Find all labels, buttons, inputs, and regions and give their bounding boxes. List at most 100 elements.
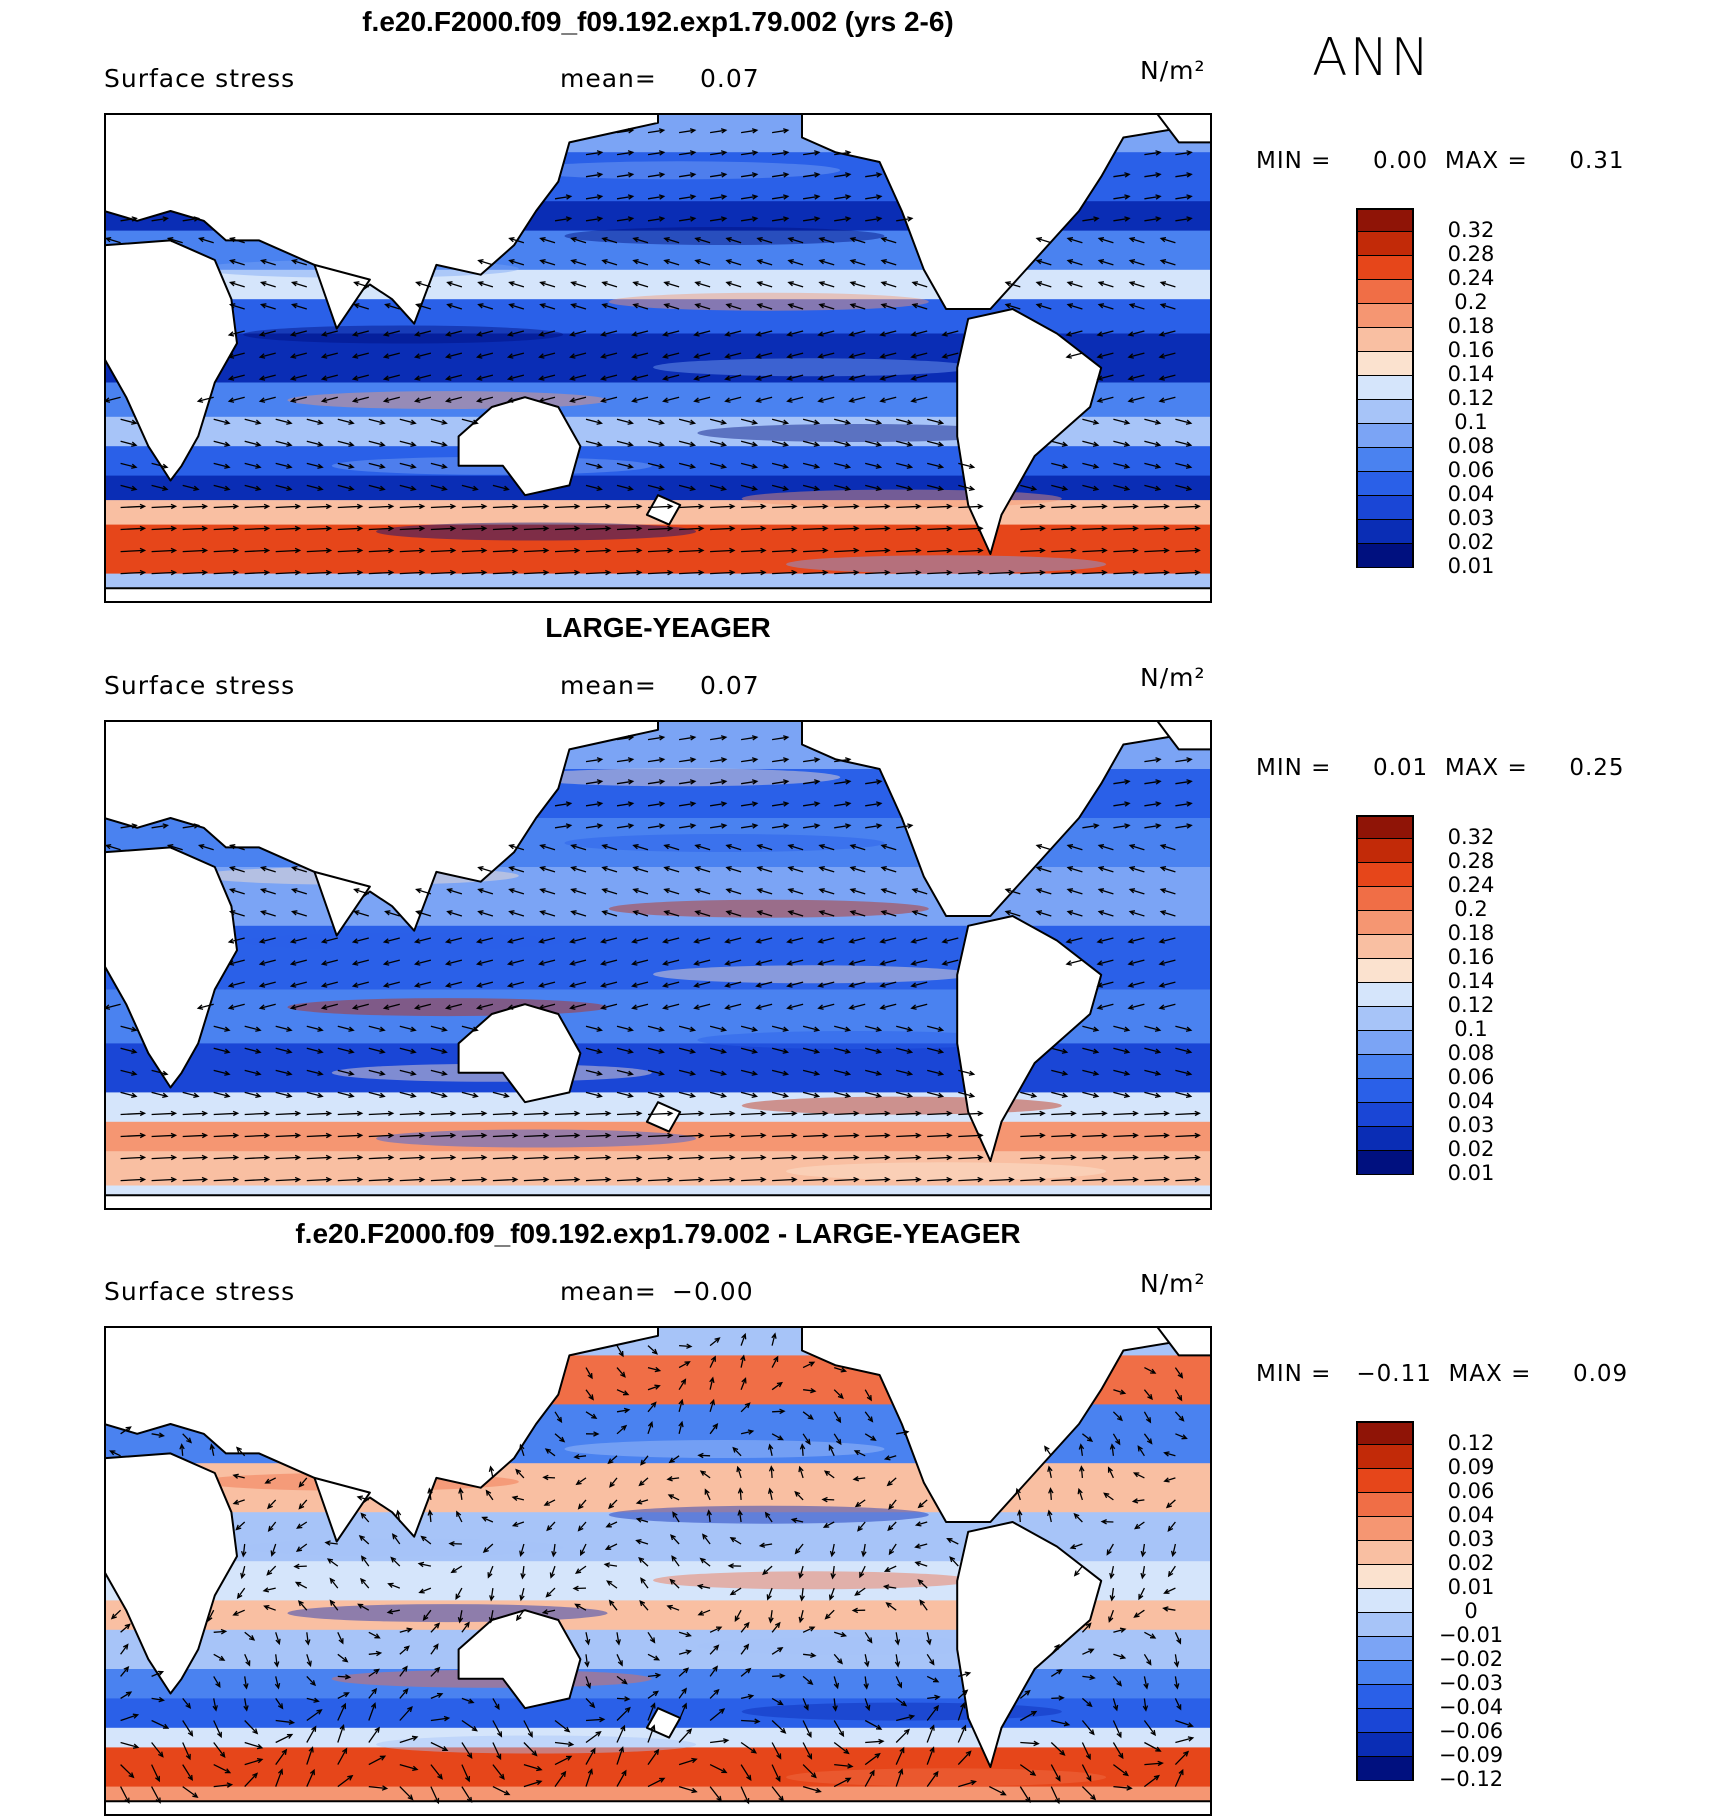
vector-arrow: [647, 1345, 659, 1355]
vector-arrow: [729, 1587, 742, 1596]
vector-arrow: [740, 1402, 751, 1413]
vector-arrow: [544, 1448, 556, 1457]
vector-arrow: [616, 1025, 634, 1032]
vector-arrow: [235, 1521, 246, 1531]
vector-arrow: [461, 1621, 470, 1633]
vector-arrow: [849, 237, 866, 244]
vector-arrow: [382, 374, 400, 381]
field-streak: [376, 522, 697, 541]
vector-arrow: [1050, 1643, 1060, 1655]
vector-arrow: [663, 866, 680, 873]
vector-arrow: [258, 959, 276, 966]
vector-arrow: [798, 1465, 804, 1479]
vector-arrow: [693, 981, 711, 988]
land-antarctica: [104, 587, 1212, 603]
vector-arrow: [337, 1774, 354, 1788]
vector-arrow: [267, 1521, 277, 1532]
vector-arrow: [958, 1069, 976, 1076]
vector-arrow: [740, 1354, 746, 1368]
vector-arrow: [1158, 937, 1176, 944]
vector-arrow: [1004, 910, 1021, 917]
vector-arrow: [927, 462, 945, 469]
vector-arrow: [772, 150, 790, 156]
vector-arrow: [927, 1069, 945, 1076]
vector-arrow: [917, 1578, 928, 1589]
vector-arrow: [1035, 303, 1052, 310]
vector-arrow: [120, 418, 138, 425]
vector-arrow: [446, 303, 463, 310]
colorbar-swatch: [1356, 424, 1414, 448]
vector-arrow: [852, 1476, 866, 1482]
vector-arrow: [337, 418, 355, 425]
vector-arrow: [1144, 547, 1170, 554]
vector-arrow: [756, 237, 773, 244]
vector-arrow: [1158, 374, 1176, 381]
vector-arrow: [275, 1733, 294, 1744]
vector-arrow: [786, 352, 804, 359]
vector-arrow: [609, 1477, 618, 1488]
vector-arrow: [458, 1487, 464, 1500]
vector-arrow: [574, 1603, 587, 1611]
vector-arrow: [1175, 440, 1193, 447]
vector-arrow: [585, 1731, 602, 1744]
vector-arrow: [399, 1786, 414, 1801]
vector-arrow: [1082, 216, 1100, 222]
vector-arrow: [569, 937, 587, 944]
field-streak: [608, 292, 929, 311]
vector-arrow: [554, 1741, 575, 1747]
vector-arrow: [896, 525, 922, 532]
vector-arrow: [244, 1091, 262, 1099]
vector-arrow: [679, 779, 697, 785]
colorbar-swatch: [1356, 280, 1414, 304]
vector-arrow: [538, 937, 556, 944]
vector-arrow: [259, 910, 276, 917]
vector-arrow: [475, 1003, 494, 1010]
vector-arrow: [1144, 779, 1162, 785]
vector-arrow: [880, 281, 897, 288]
vector-arrow: [320, 937, 338, 944]
vector-arrow: [492, 1764, 505, 1780]
vector-arrow: [110, 1609, 122, 1620]
vector-arrow: [508, 844, 525, 851]
vector-arrow: [353, 281, 369, 288]
panel-1-title: f.e20.F2000.f09_f09.192.exp1.79.002 (yrs…: [362, 6, 954, 37]
vector-arrow: [289, 959, 307, 966]
vector-arrow: [523, 569, 550, 576]
vector-arrow: [1082, 1132, 1108, 1139]
vector-arrow: [1004, 888, 1021, 895]
vector-arrow: [724, 981, 742, 988]
vector-arrow: [1050, 1669, 1063, 1677]
vector-arrow: [727, 1563, 742, 1569]
vector-arrow: [679, 547, 705, 554]
vector-arrow: [632, 281, 649, 288]
vector-arrow: [151, 1069, 169, 1076]
colorbar-swatch: [1356, 1103, 1414, 1127]
vector-arrow: [461, 1110, 488, 1117]
colorbar-level-label: 0.12: [1447, 1431, 1495, 1455]
field-streak: [376, 1129, 697, 1148]
vector-arrow: [549, 1565, 556, 1579]
vector-arrow: [182, 1091, 200, 1099]
vector-arrow: [554, 1755, 573, 1766]
vector-arrow: [182, 1154, 209, 1161]
vector-arrow: [430, 547, 457, 554]
vector-arrow: [927, 547, 953, 554]
vector-arrow: [794, 1543, 804, 1555]
colorbar-level-label: −0.09: [1438, 1743, 1504, 1767]
vector-arrow: [585, 823, 604, 829]
vector-arrow: [182, 484, 200, 492]
vector-arrow: [1096, 937, 1114, 944]
colorbar-swatch: [1356, 1055, 1414, 1079]
vector-arrow: [570, 910, 587, 917]
vector-arrow: [569, 330, 587, 337]
vector-arrow: [941, 959, 959, 966]
vector-arrow: [1158, 352, 1176, 359]
vector-arrow: [368, 440, 386, 447]
vector-arrow: [798, 1610, 804, 1624]
field-streak: [653, 1571, 974, 1590]
vector-arrow: [430, 440, 448, 447]
vector-arrow: [678, 440, 697, 447]
vector-arrow: [1175, 1110, 1201, 1117]
vector-arrow: [573, 1453, 587, 1460]
land-africa: [104, 846, 238, 1089]
